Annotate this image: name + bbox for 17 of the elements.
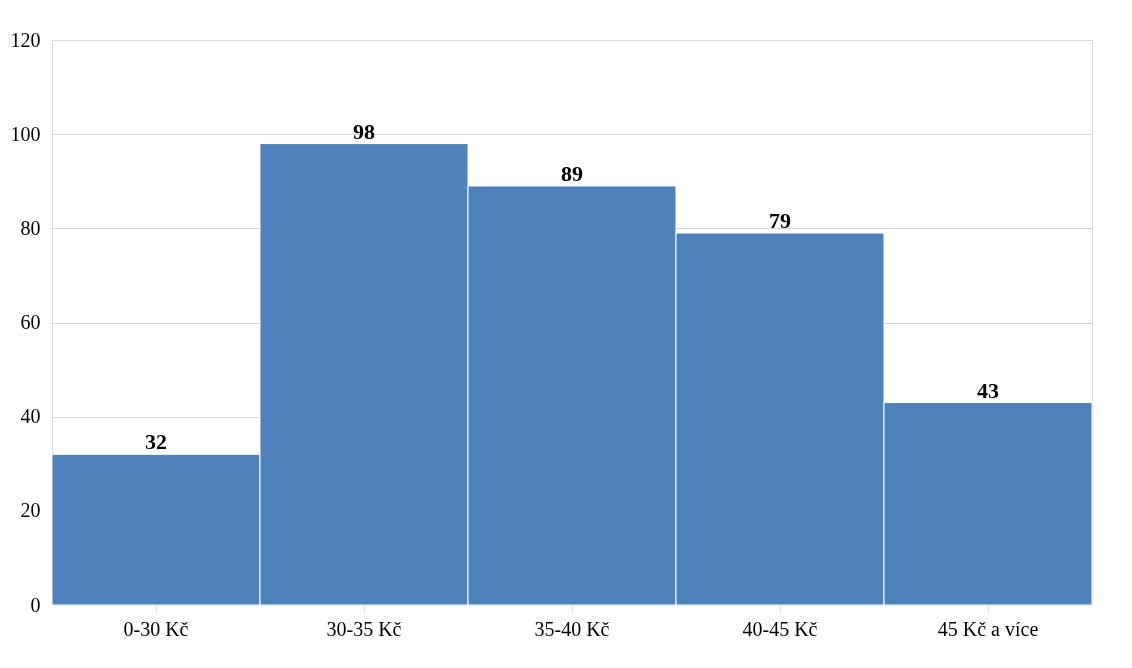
y-tick-label: 0 (30, 593, 41, 616)
y-tick-label: 60 (20, 311, 41, 333)
data-label: 43 (977, 377, 999, 403)
x-tick-label: 40-45 Kč (742, 617, 818, 640)
x-tick-label: 30-35 Kč (326, 617, 402, 640)
x-tick-label: 0-30 Kč (123, 617, 189, 640)
data-label: 79 (769, 208, 791, 234)
x-tick-label: 35-40 Kč (534, 617, 610, 640)
y-tick-label: 120 (10, 28, 41, 51)
data-label: 32 (145, 429, 167, 455)
data-label: 89 (561, 160, 583, 186)
x-tick-label: 45 Kč a více (937, 617, 1039, 640)
y-tick-label: 100 (10, 122, 41, 145)
y-tick-label: 40 (20, 405, 41, 428)
y-tick-label: 20 (20, 499, 41, 522)
data-label: 98 (353, 118, 375, 144)
y-tick-label: 80 (20, 216, 41, 239)
